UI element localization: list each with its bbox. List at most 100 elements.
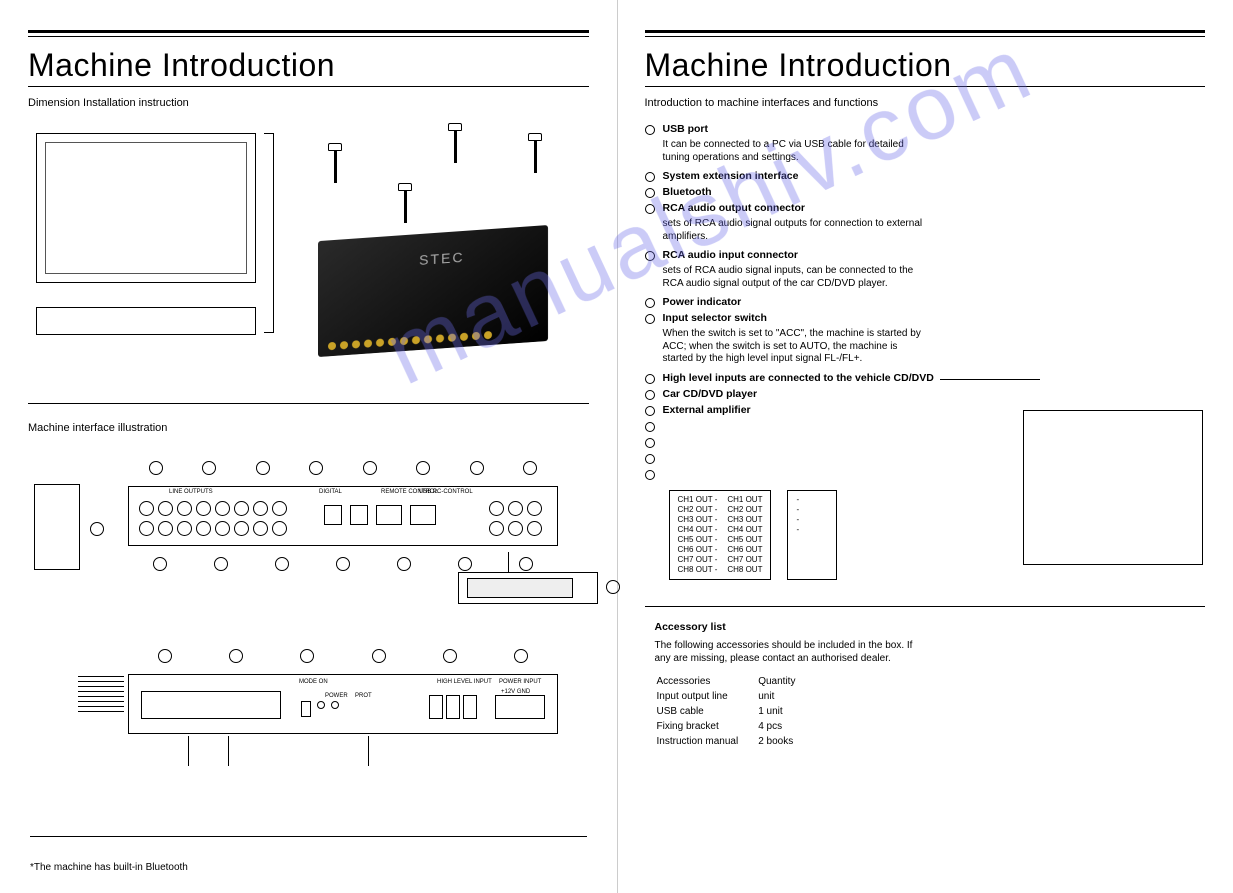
bullet-circle-icon (645, 188, 655, 198)
acc-head-name: Accessories (657, 675, 757, 688)
bullet-circle-icon (645, 422, 655, 432)
page-title-left: Machine Introduction (28, 47, 589, 87)
bullet-circle-icon (645, 438, 655, 448)
accessory-heading: Accessory list (655, 621, 1206, 633)
interface-item: Input selector switch (645, 312, 1206, 324)
interface-item: USB port (645, 123, 1206, 135)
product-3d-render: STEC (318, 225, 548, 357)
top-double-rule-r (645, 30, 1206, 37)
accessory-rule (645, 606, 1206, 607)
bullet-circle-icon (645, 172, 655, 182)
rca-output-jacks-b (139, 521, 287, 536)
subtitle-right: Introduction to machine interfaces and f… (645, 97, 1206, 109)
label-hl-input: HIGH LEVEL INPUT (437, 679, 492, 685)
label-line-outputs: LINE OUTPUTS (169, 489, 213, 495)
bullet-circle-icon (645, 374, 655, 384)
bottom-rule (30, 836, 587, 837)
dimension-bracket (264, 133, 274, 333)
interface-title: Input selector switch (663, 312, 767, 324)
bullet-circle-icon (645, 454, 655, 464)
interface-title: High level inputs are connected to the v… (663, 372, 934, 384)
head-unit-outline (458, 572, 598, 604)
channel-row: CH7 OUT -CH7 OUT (678, 555, 763, 565)
top-plan-outline (36, 133, 256, 283)
label-power-in: POWER INPUT (499, 679, 541, 685)
channel-row: - (796, 525, 828, 535)
label-digital: DIGITAL (319, 489, 342, 495)
screw-icon (328, 143, 342, 187)
label-power-led: POWER (325, 693, 348, 699)
page-left: Machine Introduction Dimension Installat… (0, 0, 617, 893)
channel-row: - (796, 515, 828, 525)
speaker-out-block (141, 691, 281, 719)
channel-row: - (796, 495, 828, 505)
accessory-row: Fixing bracket4 pcs (657, 720, 814, 733)
interface-description: When the switch is set to "ACC", the mac… (663, 328, 923, 366)
interface-description: It can be connected to a PC via USB cabl… (663, 139, 923, 164)
section-rule (28, 403, 589, 404)
interface-title: Car CD/DVD player (663, 388, 758, 400)
accessory-row: Input output line unit (657, 690, 814, 703)
bullet-circle-icon (645, 470, 655, 480)
rca-input-jacks-b (489, 521, 542, 536)
screw-icon (528, 133, 542, 177)
brand-logo: STEC (419, 249, 464, 268)
hl-input-block (429, 695, 477, 719)
interface-description: sets of RCA audio signal outputs for con… (663, 218, 923, 243)
dimension-diagram: STEC (28, 123, 589, 363)
top-double-rule (28, 30, 589, 37)
leader-line (508, 552, 509, 572)
screw-icon (448, 123, 462, 167)
channel-row: CH4 OUT -CH4 OUT (678, 525, 763, 535)
interface-item: High level inputs are connected to the v… (645, 372, 1206, 384)
screw-icon (398, 183, 412, 227)
bullet-circle-icon (645, 390, 655, 400)
callout-row-top (129, 461, 557, 475)
section2-label: Machine interface illustration (28, 422, 589, 434)
bullet-circle-icon (645, 298, 655, 308)
interface-title: System extension interface (663, 170, 799, 182)
channel-row: CH8 OUT -CH8 OUT (678, 565, 763, 575)
interface-title: USB port (663, 123, 709, 135)
rca-output-jacks (139, 501, 287, 516)
interface-item: RCA audio input connector (645, 249, 1206, 261)
interface-item: Car CD/DVD player (645, 388, 1206, 400)
footnote-bluetooth: *The machine has built-in Bluetooth (30, 862, 188, 873)
wire-harness-icon (78, 672, 124, 736)
interface-item: System extension interface (645, 170, 1206, 182)
power-terminal (495, 695, 545, 719)
leader-line (188, 736, 189, 766)
accessory-intro: The following accessories should be incl… (655, 639, 915, 665)
interface-item: Power indicator (645, 296, 1206, 308)
accessory-table: Accessories Quantity Input output line u… (655, 673, 816, 750)
rca-input-jacks (489, 501, 542, 516)
callout-row-bot (129, 649, 557, 663)
interface-title: Power indicator (663, 296, 742, 308)
channel-row: CH1 OUT -CH1 OUT (678, 495, 763, 505)
interface-title: External amplifier (663, 404, 751, 416)
bullet-circle-icon (645, 314, 655, 324)
interface-diagram: LINE OUTPUTS DIGITAL REMOTE CONTROL USB … (28, 444, 589, 814)
channel-row: - (796, 505, 828, 515)
channel-row: CH3 OUT -CH3 OUT (678, 515, 763, 525)
leader-line (368, 736, 369, 766)
interface-description: sets of RCA audio signal inputs, can be … (663, 265, 923, 290)
interface-title: RCA audio input connector (663, 249, 799, 261)
interface-title: Bluetooth (663, 186, 712, 198)
interface-item: Bluetooth (645, 186, 1206, 198)
leader-line (228, 736, 229, 766)
channel-row: CH6 OUT -CH6 OUT (678, 545, 763, 555)
bullet-circle-icon (645, 204, 655, 214)
front-panel-top: LINE OUTPUTS DIGITAL REMOTE CONTROL USB … (128, 486, 558, 546)
switch-leds (301, 701, 339, 717)
accessory-row: Instruction manual2 books (657, 735, 814, 748)
page-title-right: Machine Introduction (645, 47, 1206, 87)
mini-unit-outline (34, 484, 80, 570)
bullet-circle-icon (645, 125, 655, 135)
rear-panel-bottom: MODE ON POWER PROT HIGH LEVEL INPUT POWE… (128, 674, 558, 734)
channel-row: CH5 OUT -CH5 OUT (678, 535, 763, 545)
bullet-circle-icon (645, 251, 655, 261)
bullet-circle-icon (645, 406, 655, 416)
digital-ports (324, 505, 436, 525)
external-reference-box (1023, 410, 1203, 565)
